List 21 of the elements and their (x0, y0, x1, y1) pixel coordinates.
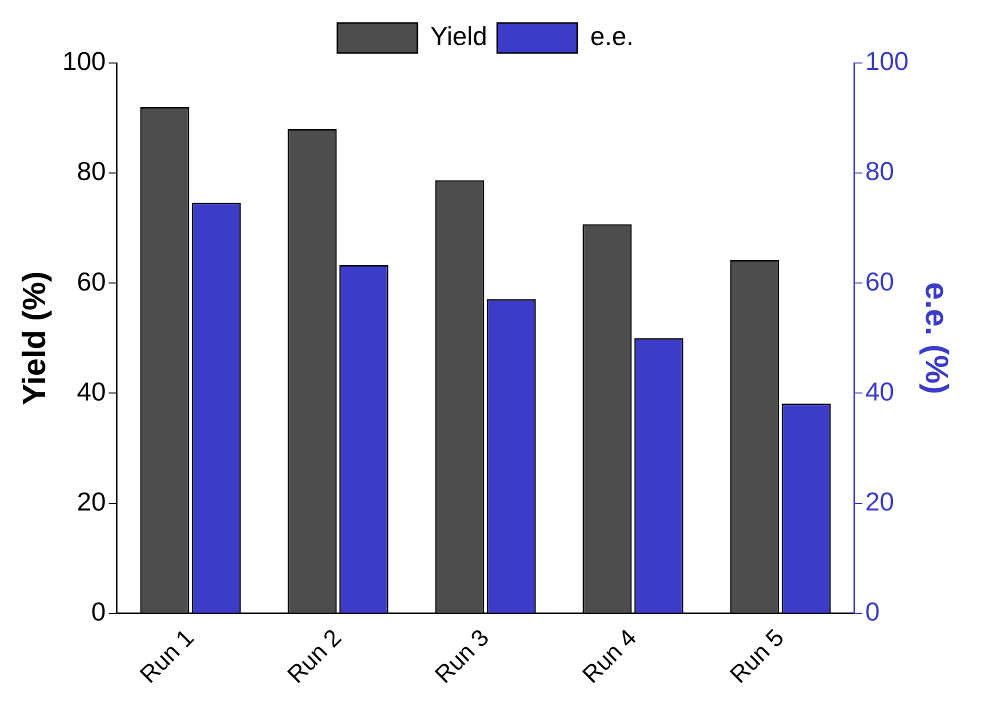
legend-label: e.e. (590, 21, 634, 52)
x-tick-label: Run 2 (282, 624, 347, 689)
y2-axis-title: e.e. (%) (918, 282, 955, 394)
y2-tick-label: 100 (865, 46, 909, 76)
y-tick-label: 20 (76, 486, 106, 516)
y2-tick-label: 20 (865, 486, 894, 516)
y2-tick-label: 0 (865, 596, 880, 627)
y-tick-label: 60 (76, 266, 106, 296)
y-tick-label: 80 (76, 156, 106, 186)
x-tick-label: Run 1 (135, 624, 200, 689)
x-tick-label: Run 5 (725, 624, 790, 689)
x-tick-label: Run 3 (430, 624, 494, 689)
y-tick-label: 40 (76, 376, 106, 406)
y2-tick-label: 40 (865, 376, 894, 406)
y2-tick-label: 80 (865, 156, 894, 186)
legend-label: Yield (430, 21, 488, 52)
y-tick-label: 0 (91, 596, 106, 627)
x-tick-label: Run 4 (578, 624, 642, 689)
y-tick-label: 100 (62, 46, 106, 76)
y-axis-title: Yield (%) (16, 271, 52, 406)
y2-tick-label: 60 (865, 266, 894, 296)
